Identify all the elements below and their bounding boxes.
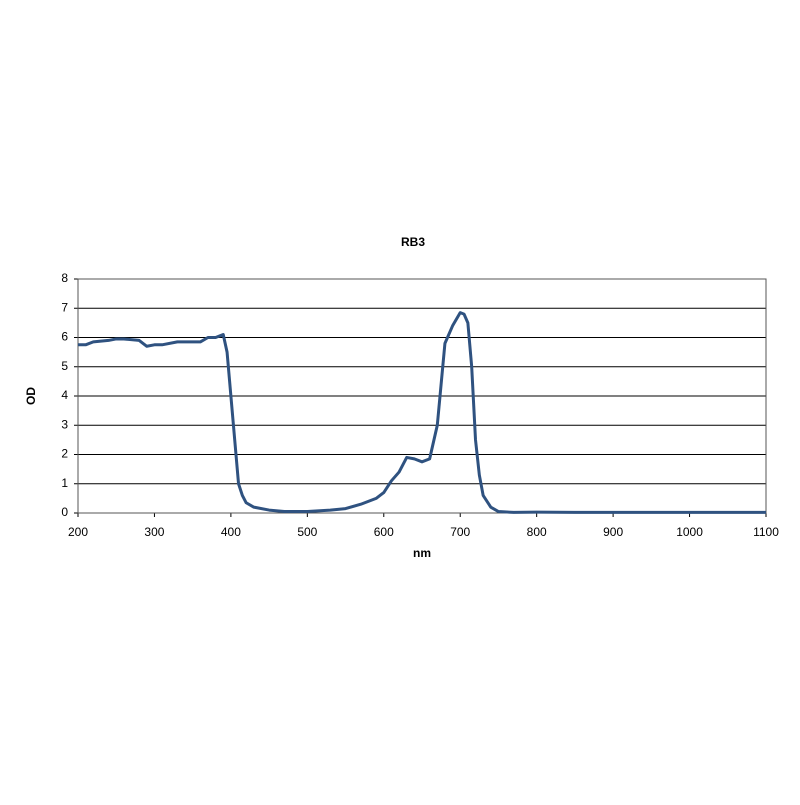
y-tick-label: 1 <box>61 476 68 490</box>
y-tick-label: 4 <box>61 388 68 402</box>
y-tick-label: 6 <box>61 330 68 344</box>
data-line <box>78 311 766 514</box>
y-tick-label: 8 <box>61 271 68 285</box>
y-tick-label: 3 <box>61 417 68 431</box>
x-tick-label: 500 <box>297 525 317 539</box>
y-tick-label: 2 <box>61 447 68 461</box>
y-tick-label: 7 <box>61 300 68 314</box>
x-tick-label: 900 <box>603 525 623 539</box>
x-tick-label: 600 <box>374 525 394 539</box>
y-tick-label: 5 <box>61 359 68 373</box>
x-tick-label: 1100 <box>753 525 779 539</box>
x-axis-label: nm <box>413 546 431 560</box>
y-tick-label: 0 <box>61 505 68 519</box>
plot-border <box>77 278 767 514</box>
x-tick-label: 200 <box>68 525 88 539</box>
chart-title: RB3 <box>401 235 425 249</box>
x-tick-label: 1000 <box>676 525 703 539</box>
x-tick-label: 700 <box>450 525 470 539</box>
x-tick-label: 300 <box>144 525 164 539</box>
x-tick-label: 400 <box>221 525 241 539</box>
x-tick-label: 800 <box>527 525 547 539</box>
y-axis-label: OD <box>24 387 38 405</box>
